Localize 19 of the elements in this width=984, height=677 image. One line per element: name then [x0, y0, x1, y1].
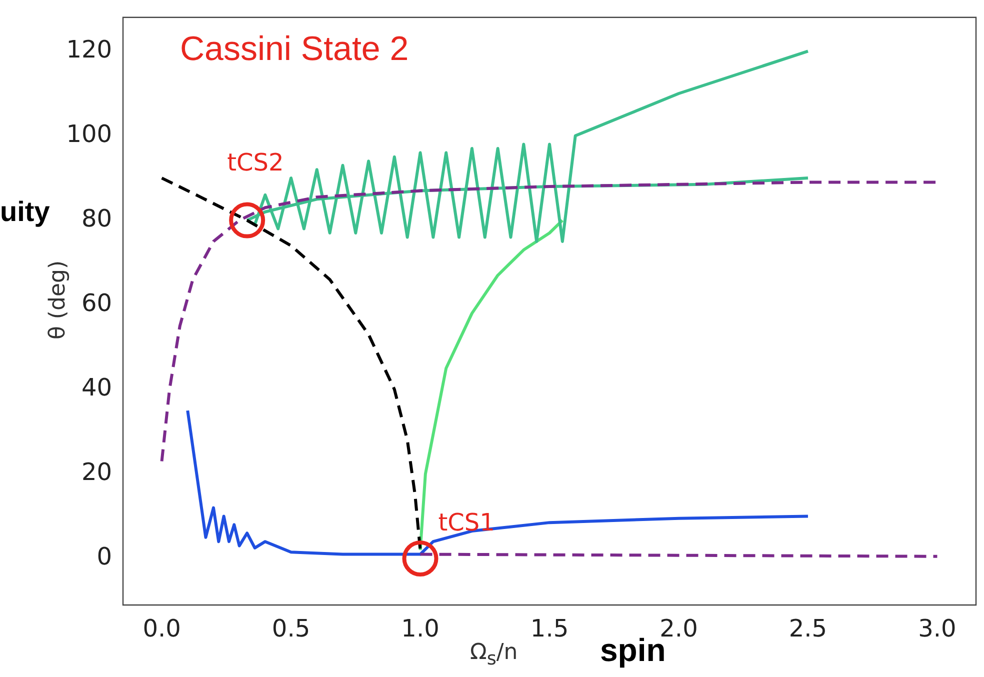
x-tick-label: 2.5 — [788, 614, 828, 643]
x-tick-label: 1.0 — [401, 614, 440, 643]
y-tick-label: 40 — [81, 374, 112, 402]
y-tick-label: 60 — [81, 289, 112, 318]
x-tick-label: 0.0 — [142, 614, 181, 643]
annotation: tCS2 — [227, 148, 284, 176]
x-tick-label: 3.0 — [918, 614, 956, 643]
y-tick-label: 120 — [66, 35, 112, 64]
x-tick-label: 1.5 — [530, 614, 569, 643]
x-axis-title: Ω$_{s}$/n — [470, 640, 518, 670]
y-tick-label: 80 — [81, 204, 112, 233]
text: uity — [0, 196, 50, 228]
y-axis-title: θ (deg) — [46, 260, 70, 340]
annotation: tCS1 — [438, 508, 495, 536]
annotation: Cassini State 2 — [180, 30, 409, 69]
y-tick-label: 0 — [96, 542, 112, 571]
x-tick-label: 0.5 — [272, 614, 310, 643]
y-tick-label: 100 — [66, 120, 112, 148]
y-tick-label: 20 — [81, 458, 112, 486]
